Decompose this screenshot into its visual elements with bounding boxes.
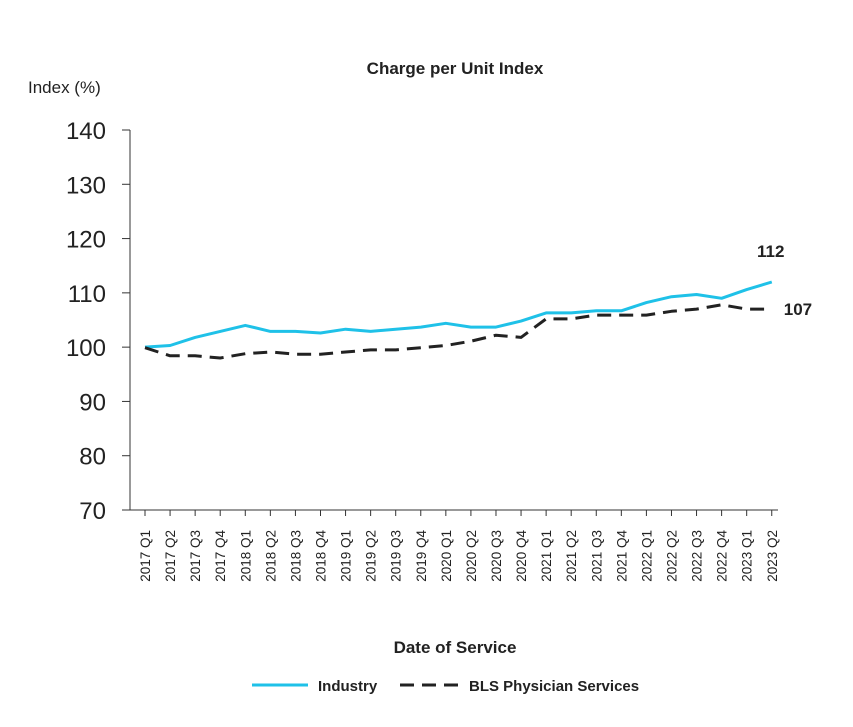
x-tick-label: 2018 Q1 xyxy=(238,530,253,582)
x-tick-label: 2017 Q1 xyxy=(138,530,153,582)
x-tick-label: 2020 Q3 xyxy=(489,530,504,582)
chart-title: Charge per Unit Index xyxy=(367,59,544,78)
x-tick-label: 2021 Q4 xyxy=(614,530,629,582)
x-tick-label: 2020 Q4 xyxy=(514,530,529,582)
x-tick-label: 2021 Q3 xyxy=(589,530,604,582)
x-tick-label: 2021 Q1 xyxy=(539,530,554,582)
series-line-industry xyxy=(144,280,773,349)
x-tick-label: 2020 Q2 xyxy=(464,530,479,582)
y-tick-label: 140 xyxy=(66,118,106,145)
end-labels: 112 107 xyxy=(757,242,812,319)
x-axis: 2017 Q1 2017 Q2 2017 Q3 2017 Q4 2018 Q1 2018 … xyxy=(138,510,780,582)
y-tick-label: 90 xyxy=(79,389,106,416)
y-tick-label: 110 xyxy=(68,281,106,308)
y-tick-label: 130 xyxy=(66,172,106,199)
series-line-bls xyxy=(144,303,772,360)
x-tick-label: 2022 Q1 xyxy=(639,530,654,582)
x-tick-label: 2019 Q2 xyxy=(364,530,379,582)
x-tick-label: 2019 Q4 xyxy=(414,530,429,582)
legend: Industry BLS Physician Services xyxy=(252,678,639,695)
x-tick-label: 2023 Q2 xyxy=(765,530,780,582)
y-axis-label: Index (%) xyxy=(28,78,101,97)
x-tick-label: 2018 Q2 xyxy=(263,530,278,582)
axes xyxy=(129,130,778,511)
x-tick-label: 2018 Q3 xyxy=(288,530,303,582)
x-tick-label: 2020 Q1 xyxy=(439,530,454,582)
x-tick-label: 2018 Q4 xyxy=(313,530,328,582)
y-axis: 70 80 90 100 110 120 130 140 xyxy=(66,118,130,525)
legend-label-industry: Industry xyxy=(318,678,378,695)
x-tick-label: 2022 Q4 xyxy=(715,530,730,582)
x-tick-label: 2022 Q2 xyxy=(664,530,679,582)
x-tick-label: 2017 Q3 xyxy=(188,530,203,582)
x-axis-label: Date of Service xyxy=(394,638,517,657)
x-tick-label: 2017 Q2 xyxy=(163,530,178,582)
x-tick-label: 2019 Q1 xyxy=(339,530,354,582)
plot-area xyxy=(144,280,773,360)
legend-label-bls: BLS Physician Services xyxy=(469,678,639,695)
y-tick-label: 80 xyxy=(79,444,106,471)
y-tick-label: 70 xyxy=(79,498,106,525)
end-label-industry: 112 xyxy=(757,242,784,261)
y-tick-label: 120 xyxy=(66,227,106,254)
x-tick-label: 2022 Q3 xyxy=(690,530,705,582)
x-tick-label: 2023 Q1 xyxy=(740,530,755,582)
y-tick-label: 100 xyxy=(66,335,106,362)
x-tick-label: 2021 Q2 xyxy=(564,530,579,582)
end-label-bls: 107 xyxy=(784,300,812,319)
x-tick-label: 2017 Q4 xyxy=(213,530,228,582)
x-tick-label: 2019 Q3 xyxy=(389,530,404,582)
